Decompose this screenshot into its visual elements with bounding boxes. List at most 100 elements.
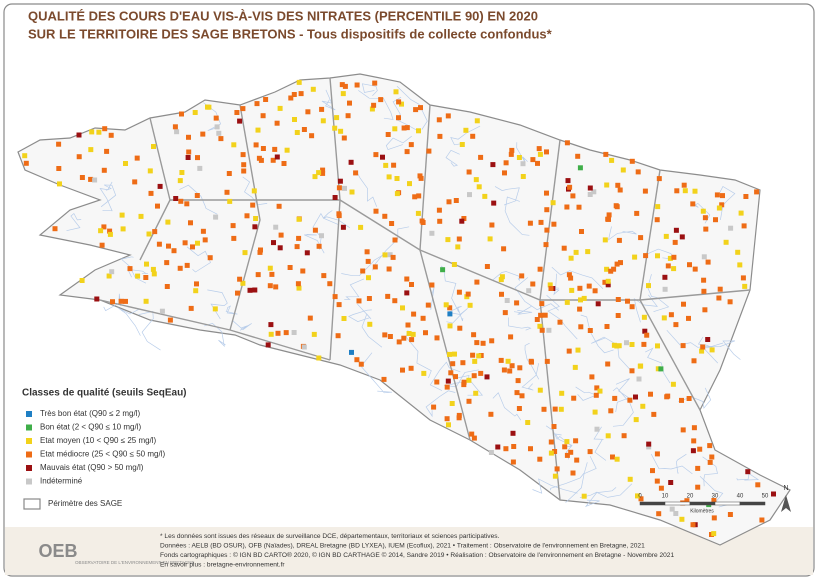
station [754, 189, 760, 195]
station [510, 459, 516, 465]
station [674, 188, 680, 194]
station [502, 170, 507, 176]
station [327, 281, 333, 287]
river [612, 387, 634, 427]
station [200, 131, 206, 137]
station [151, 271, 157, 277]
river [666, 329, 724, 348]
station [672, 239, 678, 245]
station [716, 205, 722, 211]
station [23, 160, 29, 166]
river [341, 252, 387, 277]
station [385, 293, 391, 299]
station [337, 178, 343, 184]
station [240, 106, 246, 112]
station [277, 245, 283, 251]
station [401, 335, 407, 341]
station [260, 113, 266, 119]
station [585, 249, 591, 255]
station [562, 444, 568, 450]
station [135, 273, 141, 279]
station [605, 278, 611, 284]
river [702, 456, 718, 487]
station [740, 275, 746, 281]
station [250, 202, 256, 208]
river [545, 425, 573, 448]
station [610, 454, 615, 460]
station [408, 365, 414, 371]
river [532, 478, 578, 494]
station [656, 511, 662, 517]
river [593, 426, 607, 461]
station [658, 366, 664, 372]
river [358, 90, 394, 120]
station [530, 281, 536, 287]
station [366, 275, 371, 281]
station [543, 242, 549, 248]
station [76, 132, 82, 138]
station [489, 222, 495, 228]
station [527, 220, 533, 226]
station [606, 216, 611, 222]
station [489, 338, 495, 344]
station [711, 515, 717, 521]
station [566, 348, 572, 354]
station [690, 201, 696, 207]
station [372, 80, 378, 86]
station [459, 142, 465, 147]
river [706, 340, 741, 360]
station [634, 210, 640, 216]
river [546, 294, 578, 340]
station [143, 298, 149, 304]
station [661, 315, 667, 321]
station [617, 187, 623, 193]
station [453, 198, 459, 203]
station [629, 342, 635, 347]
river [322, 210, 350, 228]
station [738, 210, 744, 216]
station [387, 252, 393, 258]
river [579, 491, 600, 508]
station [271, 240, 276, 246]
station [550, 200, 556, 206]
river [692, 202, 711, 224]
station [134, 155, 140, 161]
station [386, 174, 392, 180]
station [275, 330, 281, 336]
footer-notes: * Les données sont issues des réseaux de… [160, 533, 674, 569]
station [89, 129, 95, 135]
station [651, 411, 657, 417]
station [411, 311, 417, 317]
station [695, 465, 701, 471]
station [735, 249, 741, 255]
station [120, 226, 126, 232]
station [276, 203, 282, 209]
station [216, 130, 222, 136]
station [707, 459, 713, 465]
station [407, 181, 412, 187]
station [719, 202, 725, 208]
station [470, 133, 476, 139]
station [538, 312, 544, 318]
station [224, 189, 230, 195]
station [673, 511, 679, 516]
scale-segment [714, 501, 741, 506]
station [514, 300, 520, 306]
station [586, 283, 592, 289]
station [102, 126, 108, 132]
station [316, 355, 322, 361]
station [541, 406, 547, 412]
station [564, 140, 570, 146]
station [449, 401, 455, 406]
station [301, 127, 307, 132]
station [213, 115, 219, 121]
station [416, 193, 422, 199]
station [536, 146, 542, 152]
station [267, 265, 273, 271]
station [681, 182, 687, 188]
station [294, 244, 300, 250]
station [172, 124, 178, 130]
river [99, 181, 113, 212]
station [405, 322, 411, 328]
station [646, 283, 651, 289]
